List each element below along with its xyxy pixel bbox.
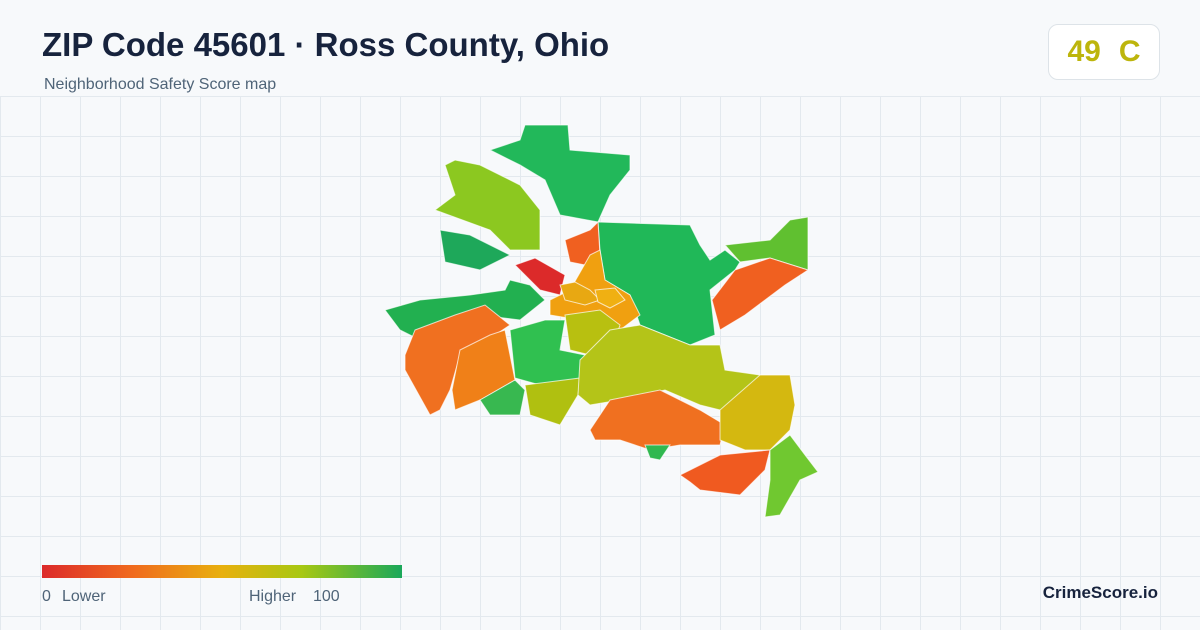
neighborhood [439, 229, 512, 271]
legend-max: 100 [313, 588, 340, 605]
neighborhood [711, 257, 810, 331]
legend-min: 0 [42, 588, 51, 605]
neighborhood [433, 159, 541, 251]
neighborhood [524, 377, 581, 426]
legend-min-label: Lower [62, 588, 106, 605]
brand: CrimeScore.io [1042, 583, 1158, 602]
subtitle: Neighborhood Safety Score map [44, 76, 277, 93]
neighborhood [594, 287, 626, 309]
legend-max-label: Higher [249, 588, 297, 605]
neighborhood [723, 216, 809, 271]
score-badge: 49 C [1048, 24, 1160, 80]
title: ZIP Code 45601 · Ross County, Ohio [42, 26, 610, 63]
legend-gradient [42, 565, 402, 578]
neighborhood [719, 374, 796, 451]
score-grade: C [1118, 35, 1141, 68]
header-band [0, 0, 1200, 96]
neighborhood [679, 449, 771, 496]
neighborhood [644, 444, 671, 461]
neighborhood [589, 389, 726, 451]
neighborhood [764, 434, 819, 518]
neighborhood [479, 379, 526, 416]
score-value: 49 [1067, 35, 1101, 68]
